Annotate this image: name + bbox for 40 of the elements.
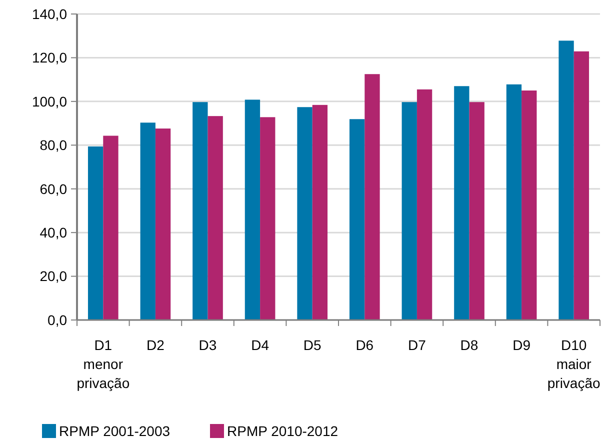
bar	[244, 100, 260, 320]
y-tick-label: 100,0	[32, 93, 68, 110]
bar	[522, 90, 537, 320]
bar	[349, 119, 365, 320]
bar	[140, 122, 156, 320]
legend-label: RPMP 2010-2012	[227, 423, 338, 439]
bar	[312, 104, 328, 320]
bar	[260, 117, 276, 320]
y-tick-label: 80,0	[40, 137, 68, 154]
bar	[192, 102, 208, 320]
x-tick-label: D2	[146, 337, 165, 353]
bar	[88, 146, 104, 320]
y-tick-label: 20,0	[40, 268, 68, 284]
bar	[402, 102, 417, 320]
bar	[364, 74, 380, 320]
bar	[155, 128, 171, 320]
y-tick-label: 60,0	[40, 180, 68, 197]
x-tick-label: D8	[460, 337, 478, 353]
y-tick-label: 140,0	[32, 6, 68, 22]
x-tick-label: D6	[356, 337, 374, 353]
x-tick-label: D3	[198, 337, 217, 353]
bar	[103, 136, 118, 320]
bar	[416, 89, 432, 320]
bar	[297, 107, 312, 320]
y-tick-label: 0,0	[48, 312, 68, 328]
x-tick-label: D7	[408, 337, 426, 353]
bar	[574, 51, 590, 320]
x-tick-label: D1 menor privação	[76, 337, 130, 391]
y-tick-label: 120,0	[32, 50, 68, 66]
bar	[208, 116, 223, 320]
bar	[506, 84, 522, 320]
legend-label: RPMP 2001-2003	[59, 423, 170, 439]
y-tick-label: 40,0	[40, 224, 68, 240]
bar	[558, 40, 574, 320]
x-tick-label: D10 maior privação	[547, 337, 601, 391]
bar	[469, 102, 484, 320]
x-tick-label: D4	[251, 337, 270, 353]
x-tick-label: D5	[303, 337, 322, 353]
x-tick-label: D9	[512, 337, 531, 353]
bar	[454, 86, 470, 320]
